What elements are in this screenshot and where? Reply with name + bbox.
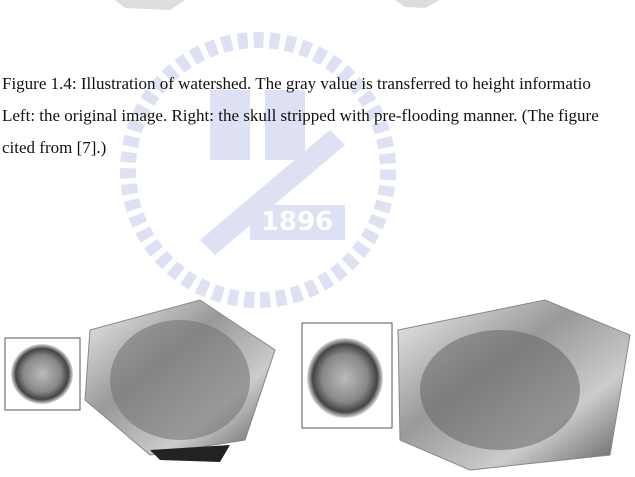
caption-line: Figure 1.4: Illustration of watershed. T… [2, 74, 591, 93]
brain-slice [11, 344, 73, 404]
surface-shadow [150, 445, 230, 462]
surface-relief [110, 320, 250, 440]
watermark-year: 1896 [261, 207, 333, 237]
caption-line: cited from [7].) [2, 138, 107, 157]
watermark: 1896 [120, 32, 396, 308]
fragment [395, 0, 440, 8]
fragment [115, 0, 185, 10]
caption-line: Left: the original image. Right: the sku… [2, 106, 599, 125]
surface-relief [420, 330, 580, 450]
brain-slice [307, 338, 383, 418]
